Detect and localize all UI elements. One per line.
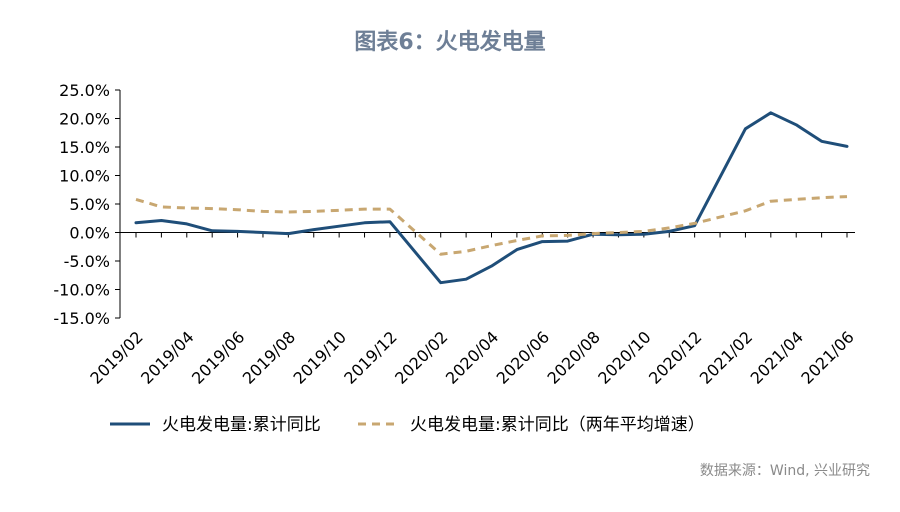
y-tick-label: -5.0% <box>64 252 110 271</box>
y-tick-label: 10.0% <box>59 167 110 186</box>
legend-label-1: 火电发电量:累计同比 <box>162 415 321 435</box>
y-tick-label: 20.0% <box>59 110 110 129</box>
chart-title: 图表6：火电发电量 <box>354 30 546 55</box>
series-line-2 <box>135 195 848 256</box>
x-tick-label: 2021/04 <box>747 327 807 387</box>
x-tick-label: 2019/02 <box>86 327 146 387</box>
x-tick-label: 2020/04 <box>442 327 502 387</box>
x-tick-label: 2020/10 <box>594 327 654 387</box>
x-tick-label: 2020/06 <box>493 327 553 387</box>
x-tick-label: 2019/06 <box>188 327 248 387</box>
chart-axes <box>119 90 855 318</box>
y-tick-label: 15.0% <box>59 138 110 157</box>
x-tick-label: 2020/12 <box>645 327 705 387</box>
y-tick-labels: 25.0% 20.0% 15.0% 10.0% 5.0% 0.0% -5.0% -10.0% -… <box>53 81 120 328</box>
y-tick-label: 5.0% <box>69 195 110 214</box>
x-tick-labels: 2019/022019/042019/062019/082019/102019/… <box>86 232 858 388</box>
legend-label-2: 火电发电量:累计同比（两年平均增速） <box>410 415 705 435</box>
source-note: 数据来源：Wind, 兴业研究 <box>699 463 870 479</box>
x-tick-label: 2021/02 <box>696 327 756 387</box>
x-tick-label: 2020/02 <box>391 327 451 387</box>
x-tick-label: 2021/06 <box>797 327 857 387</box>
x-tick-label: 2020/08 <box>543 327 603 387</box>
y-tick-label: -15.0% <box>53 309 110 328</box>
x-tick-label: 2019/10 <box>290 327 350 387</box>
y-tick-label: 0.0% <box>69 224 110 243</box>
legend: 火电发电量:累计同比 火电发电量:累计同比（两年平均增速） <box>110 415 705 435</box>
series-line-1 <box>134 111 849 285</box>
x-tick-label: 2019/04 <box>137 327 197 387</box>
series-lines <box>134 111 849 285</box>
y-tick-label: 25.0% <box>59 81 110 100</box>
x-tick-label: 2019/08 <box>239 327 299 387</box>
y-tick-label: -10.0% <box>53 281 110 300</box>
x-tick-label: 2019/12 <box>340 327 400 387</box>
